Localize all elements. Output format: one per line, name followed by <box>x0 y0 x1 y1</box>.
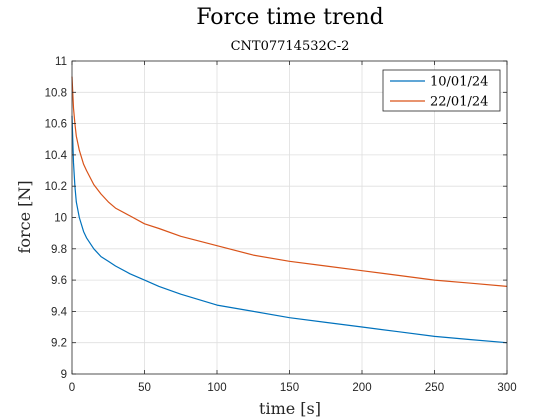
x-tick-label: 50 <box>138 382 151 394</box>
legend-box <box>382 69 501 112</box>
chart-subtitle: CNT07714532C-2 <box>231 39 350 54</box>
series-line-1 <box>71 115 508 344</box>
chart-title: Force time trend <box>196 5 384 30</box>
y-tick-label: 9.8 <box>51 244 67 256</box>
y-tick-label: 10.2 <box>45 181 67 193</box>
y-tick-label: 10.6 <box>45 119 67 131</box>
y-tick-label: 9 <box>61 369 67 381</box>
x-axis-label: time [s] <box>259 399 321 418</box>
y-tick-label: 9.6 <box>51 275 67 287</box>
legend-label-series-2: 22/01/24 <box>430 95 488 110</box>
y-tick-label: 10 <box>54 213 67 225</box>
y-tick-label: 9.2 <box>51 338 67 350</box>
y-tick-label: 11 <box>55 56 67 68</box>
x-tick-label: 150 <box>280 382 299 394</box>
series-layer <box>71 76 508 344</box>
axis-ticks: 0 50 100 150 200 250 300 9 9.2 9.4 9.6 9.8 10 10.2 10.… <box>45 56 517 394</box>
y-axis-label: force [N] <box>15 180 34 253</box>
y-tick-label: 9.4 <box>51 306 68 318</box>
x-tick-label: 250 <box>425 382 444 394</box>
y-tick-label: 10.4 <box>45 150 68 162</box>
x-tick-label: 300 <box>497 382 516 394</box>
x-tick-label: 100 <box>207 382 226 394</box>
x-tick-label: 200 <box>352 382 371 394</box>
legend: 10/01/24 22/01/24 <box>382 69 501 112</box>
x-tick-label: 0 <box>69 382 75 394</box>
legend-label-series-1: 10/01/24 <box>430 75 488 90</box>
series-line-2 <box>71 76 508 287</box>
y-tick-label: 10.8 <box>45 87 67 99</box>
